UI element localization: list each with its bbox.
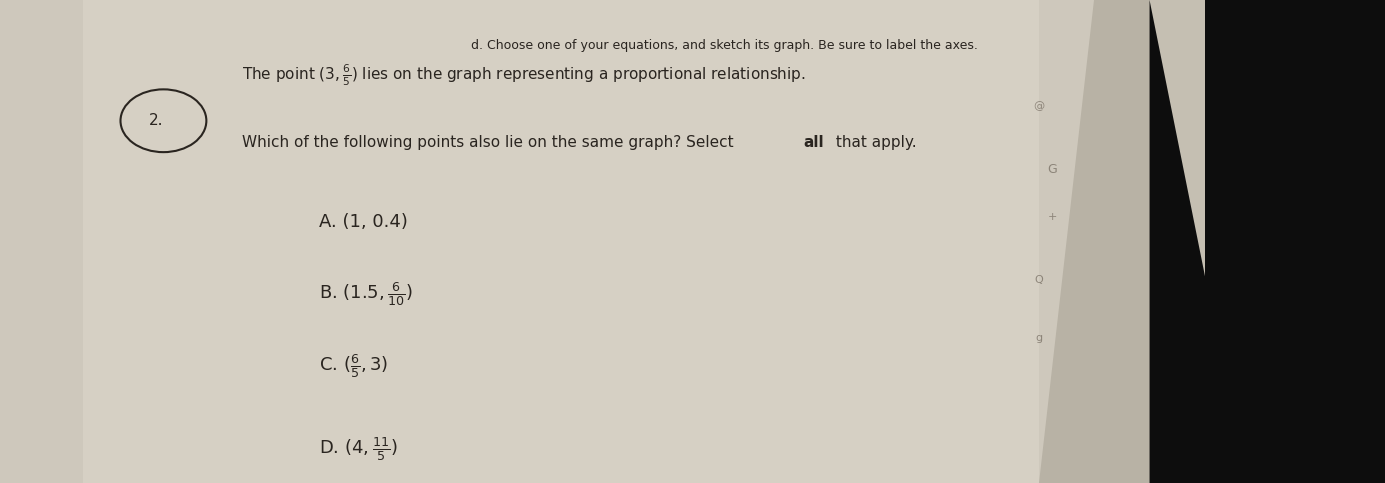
Text: +: + bbox=[1048, 213, 1057, 222]
Text: G: G bbox=[1047, 163, 1058, 175]
Polygon shape bbox=[83, 0, 1039, 483]
Text: Which of the following points also lie on the same graph? Select: Which of the following points also lie o… bbox=[242, 135, 738, 150]
Polygon shape bbox=[0, 0, 1150, 483]
Text: B. $(1.5, \frac{6}{10})$: B. $(1.5, \frac{6}{10})$ bbox=[319, 280, 413, 308]
Polygon shape bbox=[1150, 0, 1385, 483]
Polygon shape bbox=[1150, 0, 1205, 483]
Text: @: @ bbox=[1033, 101, 1044, 111]
Text: all: all bbox=[803, 135, 824, 150]
Text: that apply.: that apply. bbox=[831, 135, 917, 150]
Text: Q: Q bbox=[1035, 275, 1043, 285]
Text: g: g bbox=[1035, 333, 1043, 343]
Polygon shape bbox=[0, 0, 111, 483]
Text: The point $(3, \frac{6}{5})$ lies on the graph representing a proportional relat: The point $(3, \frac{6}{5})$ lies on the… bbox=[242, 63, 806, 88]
Text: D. $(4, \frac{11}{5})$: D. $(4, \frac{11}{5})$ bbox=[319, 435, 397, 463]
Text: d. Choose one of your equations, and sketch its graph. Be sure to label the axes: d. Choose one of your equations, and ske… bbox=[471, 39, 978, 52]
Text: 2.: 2. bbox=[150, 113, 163, 128]
Polygon shape bbox=[1150, 0, 1246, 483]
Polygon shape bbox=[1039, 0, 1191, 483]
Text: A. (1, 0.4): A. (1, 0.4) bbox=[319, 213, 407, 230]
Text: C. $(\frac{6}{5}, 3)$: C. $(\frac{6}{5}, 3)$ bbox=[319, 353, 388, 381]
